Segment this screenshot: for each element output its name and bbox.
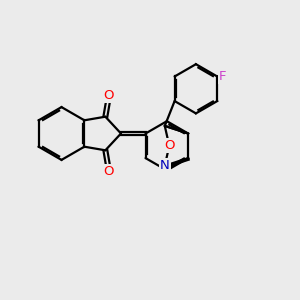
- Text: O: O: [104, 165, 114, 178]
- Text: O: O: [104, 89, 114, 102]
- Text: N: N: [160, 159, 170, 172]
- Text: F: F: [219, 70, 226, 83]
- Text: O: O: [164, 139, 175, 152]
